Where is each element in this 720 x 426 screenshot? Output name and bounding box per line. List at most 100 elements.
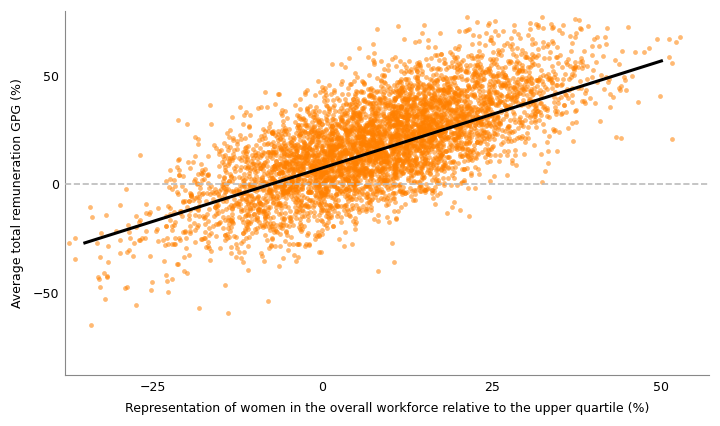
Point: [307, 126, 318, 133]
Point: [515, 102, 526, 109]
Point: [384, 196, 396, 203]
Point: [329, 174, 341, 181]
Point: [258, 179, 269, 186]
Point: [356, 117, 367, 124]
Point: [423, 119, 434, 126]
Point: [437, 141, 449, 148]
Point: [406, 102, 418, 109]
Point: [325, 151, 336, 158]
Point: [425, 91, 436, 98]
Point: [424, 138, 436, 145]
Point: [349, 69, 361, 76]
Point: [349, 114, 361, 121]
Point: [424, 135, 436, 141]
Point: [209, 203, 220, 210]
Point: [392, 138, 403, 144]
Point: [325, 165, 337, 172]
Point: [454, 124, 465, 130]
Point: [243, 123, 255, 130]
Point: [488, 122, 500, 129]
Point: [496, 46, 508, 53]
Point: [343, 175, 354, 182]
Point: [389, 163, 400, 170]
Point: [417, 101, 428, 108]
Point: [403, 58, 415, 65]
Point: [418, 141, 429, 148]
Point: [442, 84, 454, 91]
Point: [315, 131, 327, 138]
Point: [449, 89, 460, 96]
Point: [254, 203, 266, 210]
Point: [289, 179, 300, 186]
Point: [477, 88, 488, 95]
Point: [403, 85, 415, 92]
Point: [348, 164, 360, 171]
Point: [432, 93, 444, 100]
Point: [638, 49, 649, 55]
Point: [516, 64, 528, 71]
Point: [451, 100, 462, 106]
Point: [430, 97, 441, 104]
Point: [399, 159, 410, 166]
Point: [337, 107, 348, 114]
Point: [330, 124, 341, 131]
Point: [487, 99, 498, 106]
Point: [363, 171, 374, 178]
Point: [327, 152, 338, 158]
Point: [483, 112, 495, 119]
Point: [436, 134, 447, 141]
Point: [332, 197, 343, 204]
Point: [336, 110, 348, 117]
Point: [199, 220, 211, 227]
Point: [356, 132, 367, 139]
Point: [348, 78, 360, 85]
Point: [198, 235, 210, 242]
Point: [436, 164, 447, 170]
Point: [484, 152, 495, 158]
Point: [516, 46, 528, 53]
Point: [422, 127, 433, 134]
Point: [272, 200, 284, 207]
Point: [399, 101, 410, 108]
Point: [358, 125, 369, 132]
Point: [381, 101, 392, 108]
Point: [428, 52, 440, 58]
Point: [341, 158, 353, 165]
Point: [372, 217, 384, 224]
Point: [320, 154, 331, 161]
Point: [431, 191, 443, 198]
Point: [530, 105, 541, 112]
Point: [181, 269, 193, 276]
Point: [312, 127, 324, 133]
Point: [430, 112, 441, 119]
Point: [333, 166, 345, 173]
Point: [316, 147, 328, 153]
Point: [279, 181, 291, 188]
Point: [283, 153, 294, 159]
Point: [341, 137, 353, 144]
Point: [286, 166, 297, 173]
Point: [333, 134, 344, 141]
Point: [513, 100, 524, 107]
Point: [239, 213, 251, 220]
Point: [492, 69, 503, 76]
Point: [313, 212, 325, 219]
Point: [436, 152, 447, 158]
Point: [483, 131, 495, 138]
Point: [252, 225, 264, 232]
Point: [292, 124, 303, 130]
Point: [364, 72, 375, 78]
Point: [293, 132, 305, 139]
Point: [392, 121, 403, 128]
Point: [305, 161, 316, 168]
Point: [336, 150, 348, 157]
Point: [459, 150, 470, 157]
Point: [354, 139, 365, 146]
Point: [344, 139, 356, 146]
Point: [482, 134, 493, 141]
Point: [382, 156, 393, 163]
Point: [390, 116, 401, 123]
Point: [366, 190, 378, 197]
Point: [463, 26, 474, 32]
Point: [423, 96, 435, 103]
